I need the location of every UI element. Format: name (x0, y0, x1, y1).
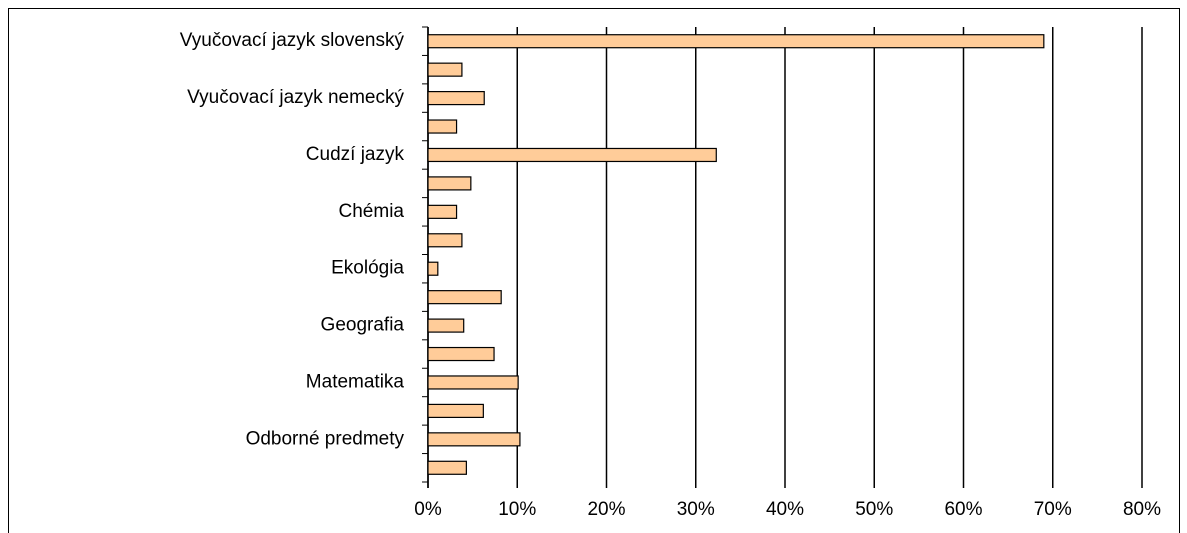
bar (427, 318, 465, 333)
bar (427, 147, 717, 163)
y-tick-label: Matematika (306, 371, 405, 392)
x-tick-label: 10% (498, 499, 536, 520)
x-tick-label: 80% (1123, 499, 1161, 520)
bar (427, 460, 467, 475)
bar (427, 62, 463, 77)
y-tick-label: Geografia (321, 315, 405, 336)
y-tick-label: Odborné predmety (246, 428, 405, 449)
bar (427, 290, 502, 305)
bar (427, 432, 521, 447)
y-tick-label: Vyučovací jazyk nemecký (187, 87, 404, 108)
bar (427, 403, 484, 419)
bar (427, 204, 458, 219)
y-tick-label: Chémia (339, 201, 405, 222)
bar (427, 375, 519, 390)
x-tick-label: 50% (855, 499, 893, 520)
x-tick-label: 60% (944, 499, 982, 520)
bar (427, 346, 495, 362)
bar (427, 34, 1045, 49)
y-tick-label: Ekológia (331, 258, 404, 279)
bar (427, 90, 485, 106)
bar (427, 176, 472, 191)
x-tick-label: 0% (414, 499, 442, 520)
bar (427, 261, 439, 276)
x-tick-label: 70% (1034, 499, 1072, 520)
x-tick-label: 30% (677, 499, 715, 520)
y-tick-label: Cudzí jazyk (306, 144, 405, 165)
x-tick-label: 40% (766, 499, 804, 520)
bar (427, 119, 458, 134)
bar (427, 233, 463, 248)
x-tick-label: 20% (587, 499, 625, 520)
y-tick-label: Vyučovací jazyk slovenský (180, 30, 405, 51)
chart-frame (8, 8, 1180, 533)
